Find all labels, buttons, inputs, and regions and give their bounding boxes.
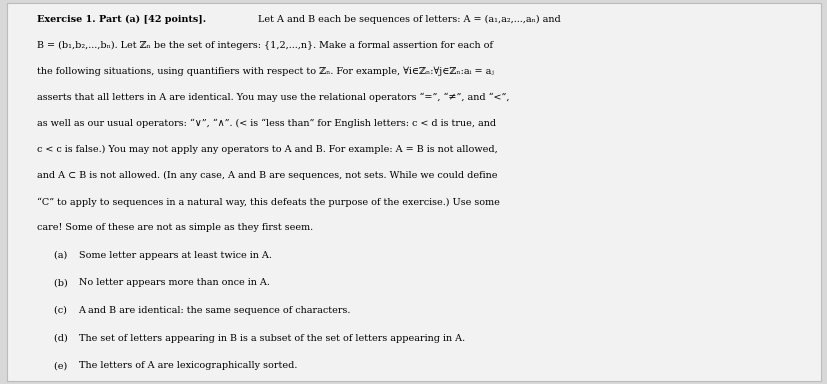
- FancyBboxPatch shape: [7, 3, 820, 381]
- Text: (b): (b): [54, 278, 74, 287]
- Text: c < c is false.) You may not apply any operators to A and B. For example: A = B : c < c is false.) You may not apply any o…: [37, 145, 497, 154]
- Text: “C” to apply to sequences in a natural way, this defeats the purpose of the exer: “C” to apply to sequences in a natural w…: [37, 197, 500, 207]
- Text: asserts that all letters in A are identical. You may use the relational operator: asserts that all letters in A are identi…: [37, 93, 509, 102]
- Text: (d): (d): [54, 334, 74, 343]
- Text: (a): (a): [54, 251, 73, 260]
- Text: A and B are identical: the same sequence of characters.: A and B are identical: the same sequence…: [78, 306, 350, 315]
- Text: The letters of A are lexicographically sorted.: The letters of A are lexicographically s…: [79, 361, 297, 370]
- Text: Some letter appears at least twice in A.: Some letter appears at least twice in A.: [79, 251, 271, 260]
- Text: No letter appears more than once in A.: No letter appears more than once in A.: [79, 278, 270, 287]
- Text: as well as our usual operators: “∨”, “∧”. (< is “less than” for English letters:: as well as our usual operators: “∨”, “∧”…: [37, 119, 495, 128]
- Text: care! Some of these are not as simple as they first seem.: care! Some of these are not as simple as…: [37, 223, 313, 232]
- Text: Exercise 1. Part (a) [42 points].: Exercise 1. Part (a) [42 points].: [37, 15, 206, 24]
- Text: (e): (e): [54, 361, 73, 370]
- Text: B = (b₁,b₂,...,bₙ). Let ℤₙ be the set of integers: {1,2,...,n}. Make a formal as: B = (b₁,b₂,...,bₙ). Let ℤₙ be the set of…: [37, 41, 493, 50]
- Text: the following situations, using quantifiers with respect to ℤₙ. For example, ∀i∈: the following situations, using quantifi…: [37, 67, 494, 76]
- Text: and A ⊂ B is not allowed. (In any case, A and B are sequences, not sets. While w: and A ⊂ B is not allowed. (In any case, …: [37, 171, 497, 180]
- Text: Let A and B each be sequences of letters: A = (a₁,a₂,...,aₙ) and: Let A and B each be sequences of letters…: [256, 15, 561, 24]
- Text: The set of letters appearing in B is a subset of the set of letters appearing in: The set of letters appearing in B is a s…: [79, 334, 465, 343]
- Text: (c): (c): [54, 306, 73, 315]
